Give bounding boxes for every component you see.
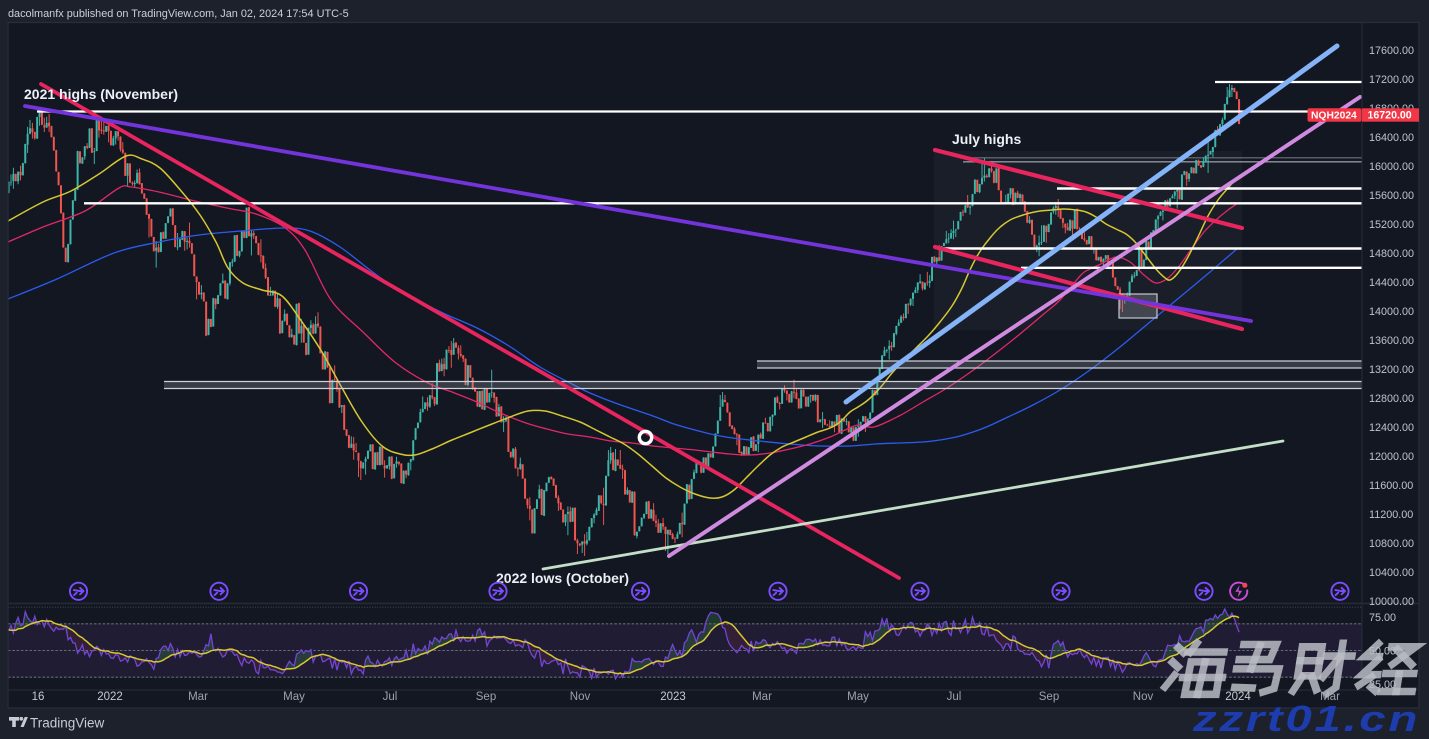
svg-text:11200.00: 11200.00: [1369, 509, 1413, 521]
svg-text:15200.00: 15200.00: [1369, 219, 1414, 231]
svg-text:12400.00: 12400.00: [1369, 422, 1414, 434]
svg-text:14800.00: 14800.00: [1369, 248, 1414, 260]
svg-text:10400.00: 10400.00: [1369, 567, 1414, 579]
svg-text:Jul: Jul: [383, 691, 398, 703]
svg-text:13600.00: 13600.00: [1369, 335, 1414, 347]
svg-text:11600.00: 11600.00: [1369, 480, 1413, 492]
svg-text:Mar: Mar: [188, 691, 208, 703]
svg-text:Sep: Sep: [1039, 691, 1059, 703]
svg-text:May: May: [283, 691, 305, 703]
svg-text:12800.00: 12800.00: [1369, 393, 1414, 405]
svg-text:Jul: Jul: [947, 691, 962, 703]
svg-text:13200.00: 13200.00: [1369, 364, 1414, 376]
svg-text:16720.00: 16720.00: [1368, 110, 1412, 122]
svg-text:14400.00: 14400.00: [1369, 277, 1414, 289]
svg-text:Nov: Nov: [1133, 691, 1154, 703]
svg-text:10800.00: 10800.00: [1369, 538, 1414, 550]
svg-text:zzrt01.cn: zzrt01.cn: [1192, 698, 1420, 739]
svg-text:TradingView: TradingView: [30, 716, 105, 731]
svg-text:10000.00: 10000.00: [1369, 596, 1414, 608]
svg-text:NQH2024: NQH2024: [1311, 111, 1357, 122]
svg-text:Nov: Nov: [570, 691, 591, 703]
svg-text:2022: 2022: [97, 691, 123, 703]
svg-text:16400.00: 16400.00: [1369, 132, 1414, 144]
svg-text:17600.00: 17600.00: [1369, 45, 1414, 57]
svg-text:May: May: [847, 691, 869, 703]
svg-text:2024: 2024: [1225, 691, 1251, 703]
svg-text:Mar: Mar: [752, 691, 772, 703]
svg-text:16: 16: [32, 691, 45, 703]
svg-text:75.00: 75.00: [1369, 612, 1396, 624]
svg-text:2022 lows (October): 2022 lows (October): [496, 570, 629, 586]
svg-text:12000.00: 12000.00: [1369, 451, 1414, 463]
svg-text:15600.00: 15600.00: [1369, 190, 1414, 202]
svg-text:dacolmanfx published on Tradin: dacolmanfx published on TradingView.com,…: [8, 8, 349, 20]
svg-text:July highs: July highs: [952, 131, 1021, 147]
svg-text:Sep: Sep: [476, 691, 496, 703]
svg-text:14000.00: 14000.00: [1369, 306, 1414, 318]
svg-text:17200.00: 17200.00: [1369, 74, 1414, 86]
svg-text:2023: 2023: [660, 691, 686, 703]
svg-text:16000.00: 16000.00: [1369, 161, 1414, 173]
svg-text:2021 highs (November): 2021 highs (November): [24, 86, 178, 102]
